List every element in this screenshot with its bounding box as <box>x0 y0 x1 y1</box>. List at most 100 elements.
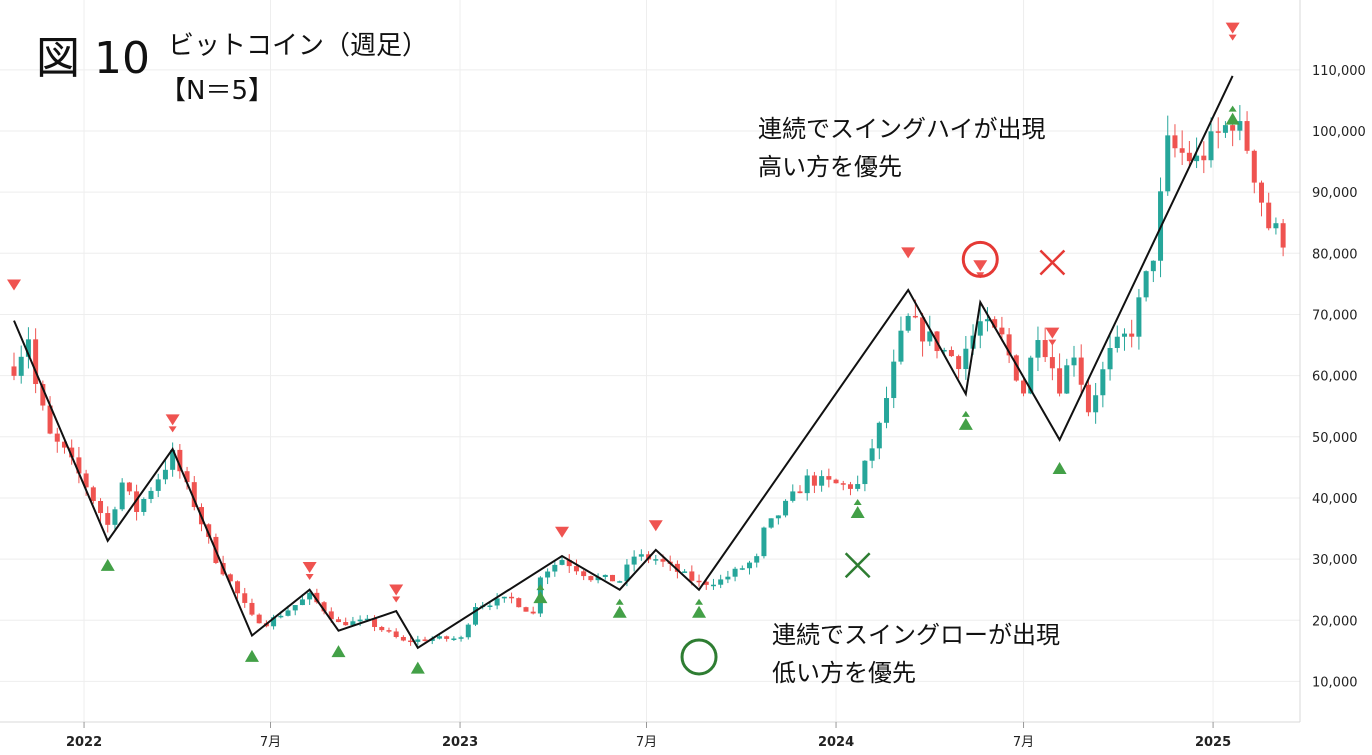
candle-body <box>840 483 846 485</box>
candle-body <box>516 598 522 608</box>
candle-body <box>105 513 111 525</box>
candle-body <box>689 571 695 581</box>
candle-body <box>725 576 731 580</box>
candle-body <box>927 331 933 342</box>
candle-body <box>235 581 241 594</box>
candle-body <box>184 471 190 483</box>
candle-body <box>400 636 406 641</box>
candle-body <box>162 469 168 480</box>
candle-body <box>811 475 817 486</box>
x-tick-label: 7月 <box>260 735 281 750</box>
candle-body <box>501 596 507 599</box>
candle-body <box>408 640 414 643</box>
candle-body <box>956 356 962 370</box>
candle-body <box>573 566 579 572</box>
candle-body <box>1208 131 1214 161</box>
y-tick-label: 80,000 <box>1312 247 1358 262</box>
chart-title: ビットコイン（週足） <box>168 31 429 61</box>
y-axis: 10,000 20,000 30,000 40,000 50,000 60,000 70,0… <box>1299 0 1366 722</box>
candle-body <box>25 339 31 357</box>
candle-body <box>1071 357 1077 366</box>
candle-body <box>148 490 154 499</box>
candle-body <box>1258 182 1264 203</box>
candle-body <box>126 482 132 492</box>
candle-body <box>610 574 616 582</box>
candle-body <box>1085 384 1091 413</box>
swing-markers <box>7 22 1240 674</box>
candle-body <box>1186 152 1192 162</box>
swing-low-marker <box>1052 461 1067 474</box>
candle-body <box>494 598 500 606</box>
chart-subtitle: 【N＝5】 <box>160 76 274 106</box>
candle-body <box>1230 125 1236 131</box>
swing-low-marker <box>692 605 707 618</box>
swing-high-note-line2: 高い方を優先 <box>758 153 902 181</box>
swing-low-marker <box>533 591 548 604</box>
candle-body <box>1107 348 1113 370</box>
candle-body <box>1273 223 1279 229</box>
swing-high-marker-secondary <box>392 596 401 603</box>
candle-body <box>271 617 277 627</box>
candle-body <box>393 631 399 637</box>
candle-body <box>1093 395 1099 413</box>
annotation-marks <box>680 240 1066 676</box>
candle-body <box>177 449 183 472</box>
candle-body <box>992 319 998 328</box>
candle-body <box>775 515 781 519</box>
swing-high-marker <box>165 414 180 426</box>
candle-body <box>862 460 868 485</box>
candle-body <box>1100 369 1106 396</box>
candle-body <box>1064 365 1070 394</box>
grid-lines <box>0 0 1300 722</box>
candle-body <box>292 605 298 611</box>
candle-body <box>898 330 904 362</box>
swing-high-marker <box>648 520 663 532</box>
candle-body <box>948 349 954 357</box>
candle-body <box>170 449 176 470</box>
candle-body <box>653 559 659 561</box>
candle-body <box>566 560 572 567</box>
candle-body <box>1266 202 1272 229</box>
swing-low-marker-secondary <box>695 598 704 605</box>
candle-body <box>458 637 464 639</box>
candle-body <box>1201 155 1207 161</box>
candle-body <box>747 562 753 569</box>
candle-body <box>905 315 911 331</box>
swing-high-marker-secondary <box>1228 34 1237 41</box>
ng-cross-low <box>844 552 871 579</box>
figure-number: 図 10 <box>36 33 150 84</box>
x-tick-label: 2024 <box>818 735 854 750</box>
y-tick-label: 50,000 <box>1312 431 1358 446</box>
candle-body <box>1215 131 1221 133</box>
candle-body <box>920 317 926 342</box>
candle-body <box>804 475 810 494</box>
candle-body <box>754 556 760 563</box>
candle-body <box>710 584 716 587</box>
swing-low-marker <box>100 558 115 571</box>
y-tick-label: 70,000 <box>1312 308 1358 323</box>
swing-low-marker <box>331 645 346 658</box>
y-tick-label: 10,000 <box>1312 675 1358 690</box>
swing-low-marker <box>244 649 259 662</box>
candle-body <box>465 624 471 638</box>
x-tick-label: 2023 <box>442 735 478 750</box>
candle-body <box>602 574 608 578</box>
candle-body <box>581 571 587 577</box>
candle-body <box>732 568 738 577</box>
x-axis: 2022 7月 2023 7月 2024 7月 2025 <box>0 721 1300 750</box>
x-tick-label: 2025 <box>1195 735 1231 750</box>
swing-low-note: 連続でスイングローが出現 低い方を優先 <box>772 616 1060 692</box>
candle-body <box>307 592 313 600</box>
candle-body <box>134 491 140 512</box>
candle-body <box>984 319 990 322</box>
candle-body <box>891 361 897 399</box>
candle-body <box>1028 357 1034 394</box>
swing-high-note: 連続でスイングハイが出現 高い方を優先 <box>758 110 1046 186</box>
candle-body <box>999 327 1005 335</box>
candle-body <box>855 484 861 489</box>
swing-high-marker <box>302 562 317 574</box>
candle-body <box>638 554 644 557</box>
candle-body <box>674 563 680 572</box>
candle-body <box>1035 340 1041 358</box>
